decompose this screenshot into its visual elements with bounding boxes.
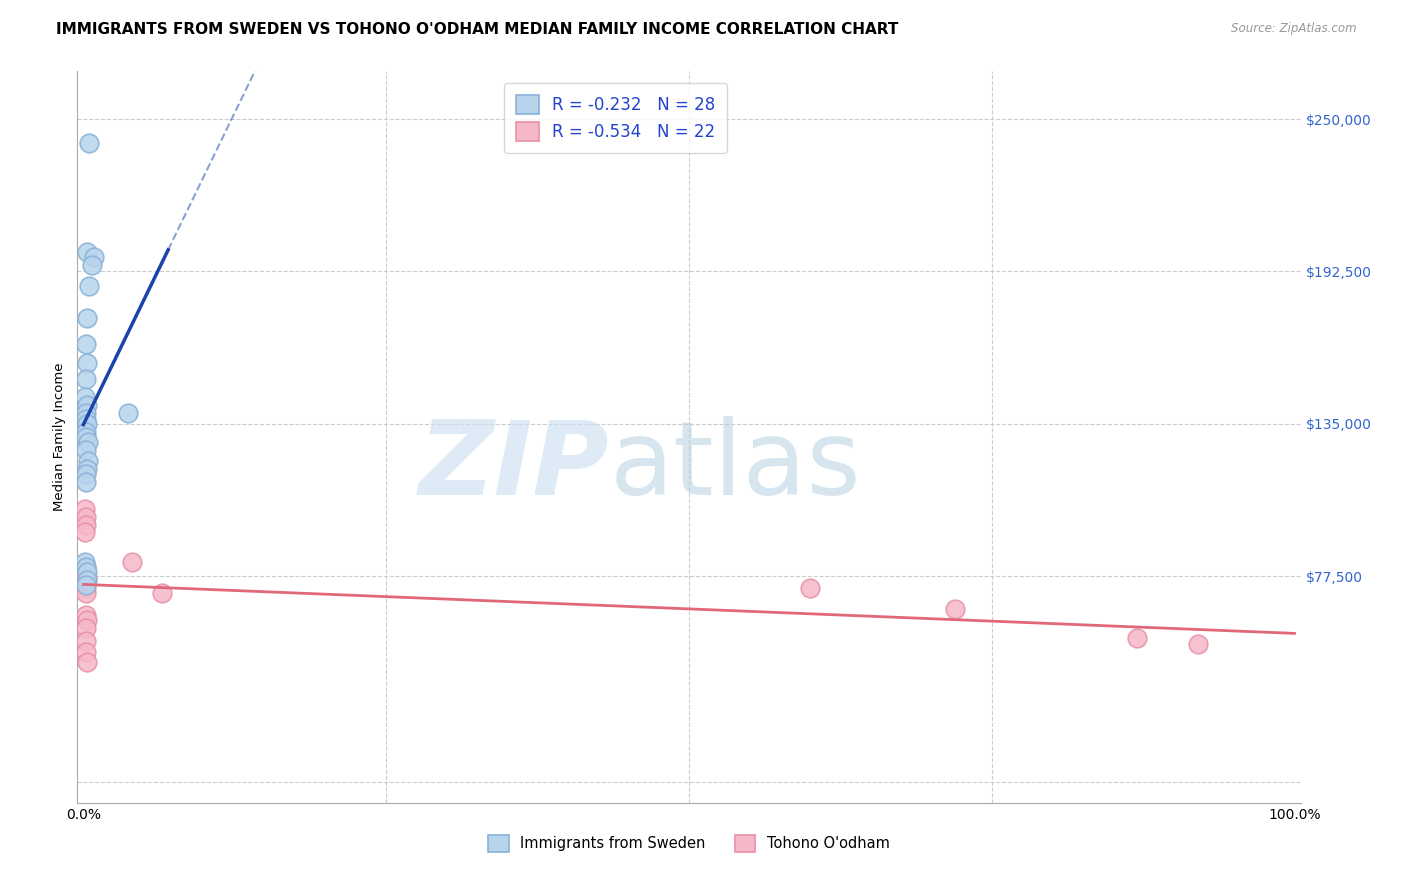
Point (77, 435, 100, 450)
Point (73, 390, 96, 404)
Point (76, 398, 98, 412)
Point (75, 560, 97, 574)
Point (76, 573, 98, 587)
Point (75, 509, 97, 524)
Point (75, 607, 97, 622)
Point (75, 425, 97, 439)
Point (76, 244, 98, 259)
Point (945, 602, 967, 616)
Point (76, 656, 98, 670)
Point (75, 586, 97, 600)
Point (75, 634, 97, 648)
Point (75, 645, 97, 659)
Point (75, 621, 97, 635)
Point (75, 337, 97, 351)
Point (76, 310, 98, 325)
Point (76, 566, 98, 580)
Point (76, 570, 98, 584)
Point (80, 258, 103, 272)
Point (799, 581, 821, 595)
Point (76, 356, 98, 370)
Point (75, 467, 97, 482)
Point (76, 613, 98, 627)
Point (75, 475, 97, 490)
Point (1187, 637, 1209, 651)
Point (75, 411, 97, 425)
Point (79, 279, 101, 293)
Point (83, 250, 105, 264)
Text: atlas: atlas (609, 416, 862, 516)
Point (75, 560, 97, 574)
Point (73, 555, 96, 569)
Point (76, 462, 98, 476)
Text: ZIP: ZIP (419, 416, 609, 516)
Legend: Immigrants from Sweden, Tohono O'odham: Immigrants from Sweden, Tohono O'odham (482, 830, 896, 858)
Point (75, 578, 97, 592)
Point (117, 406, 139, 420)
Point (77, 454, 100, 468)
Y-axis label: Median Family Income: Median Family Income (53, 363, 66, 511)
Point (121, 555, 143, 569)
Point (150, 586, 173, 600)
Text: IMMIGRANTS FROM SWEDEN VS TOHONO O'ODHAM MEDIAN FAMILY INCOME CORRELATION CHART: IMMIGRANTS FROM SWEDEN VS TOHONO O'ODHAM… (56, 22, 898, 37)
Point (79, 136, 101, 150)
Point (75, 581, 97, 595)
Point (75, 566, 97, 580)
Text: Source: ZipAtlas.com: Source: ZipAtlas.com (1232, 22, 1357, 36)
Point (75, 443, 97, 458)
Point (73, 501, 96, 516)
Point (1126, 632, 1149, 646)
Point (75, 406, 97, 420)
Point (75, 517, 97, 532)
Point (75, 372, 97, 386)
Point (76, 417, 98, 431)
Point (73, 525, 96, 540)
Point (75, 575, 97, 590)
Point (75, 430, 97, 444)
